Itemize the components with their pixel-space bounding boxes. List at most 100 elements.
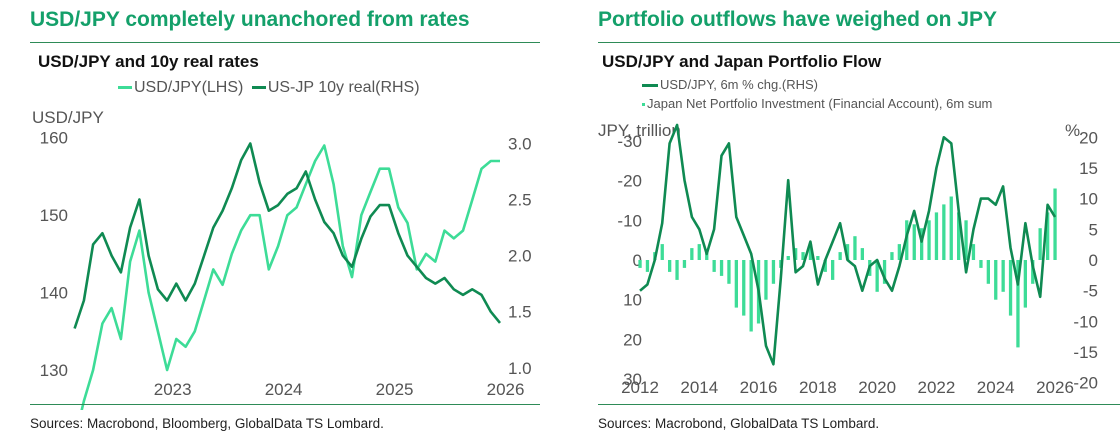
x-tick-label: 2026 <box>1036 378 1074 397</box>
legend-swatch-portfolio <box>642 103 645 107</box>
left-chart-plot: USD/JPY 160 150 140 130 3.0 2.5 2.0 1.5 1.0 2023 20… <box>32 108 532 410</box>
portfolio-flow-bar <box>1001 260 1005 292</box>
portfolio-flow-bar <box>1008 260 1013 316</box>
portfolio-flow-bar <box>934 212 939 260</box>
pct-y-tick-label: 10 <box>1079 190 1098 209</box>
portfolio-flow-bar <box>831 260 835 280</box>
portfolio-flow-bar <box>875 260 879 292</box>
left-y-tick-label: 130 <box>40 361 68 380</box>
portfolio-flow-bar <box>860 248 864 260</box>
left-y-tick-label: 150 <box>40 206 68 225</box>
portfolio-flow-bar <box>645 260 650 272</box>
left-bottom-rule <box>30 404 540 405</box>
left-y-tick-label: 160 <box>40 129 68 148</box>
right-top-rule <box>598 42 1120 43</box>
right-y-tick-label: 2.5 <box>508 191 532 210</box>
portfolio-flow-bar <box>1038 228 1042 260</box>
right-y-tick-label: 1.5 <box>508 303 532 322</box>
legend-swatch-real-rates <box>251 86 266 90</box>
portfolio-flow-bar <box>897 244 901 260</box>
x-tick-label: 2025 <box>376 380 414 399</box>
x-tick-label: 2024 <box>265 380 303 399</box>
portfolio-flow-bar <box>638 260 642 268</box>
right-right-axis-title: % <box>1065 121 1080 140</box>
portfolio-flow-bar <box>890 252 894 260</box>
series-line-usdjpy-6m-chg <box>639 123 1057 366</box>
portfolio-flow-bar <box>719 260 724 276</box>
x-tick-label: 2020 <box>858 378 896 397</box>
flow-y-tick-label: -20 <box>617 172 642 191</box>
pct-y-tick-label: -20 <box>1073 374 1098 393</box>
portfolio-flow-bar <box>675 260 679 280</box>
legend-label-usdjpy: USD/JPY(LHS) <box>134 79 244 96</box>
x-tick-label: 2014 <box>680 378 718 397</box>
flow-y-tick-label: 30 <box>623 370 642 389</box>
pct-y-tick-label: 0 <box>1089 251 1098 270</box>
portfolio-flow-bar <box>979 260 983 268</box>
right-y-tick-label: 3.0 <box>508 134 532 153</box>
portfolio-flow-bar <box>1053 188 1057 260</box>
portfolio-flow-bar <box>764 260 768 300</box>
right-left-axis-title: JPY, trillion <box>598 121 681 140</box>
x-tick-label: 2023 <box>154 380 192 399</box>
legend-label-real-rates: US-JP 10y real(RHS) <box>267 79 420 96</box>
legend-label-usdjpy-chg: USD/JPY, 6m % chg.(RHS) <box>660 77 818 92</box>
left-chart-panel: USD/JPY completely unanchored from rates… <box>30 8 540 431</box>
pct-y-tick-label: 5 <box>1089 220 1098 239</box>
x-tick-label: 2022 <box>918 378 956 397</box>
portfolio-flow-bar <box>771 260 776 284</box>
x-tick-label: 2012 <box>621 378 659 397</box>
portfolio-flow-bar <box>942 204 946 260</box>
right-chart-panel: Portfolio outflows have weighed on JPY U… <box>590 0 1120 442</box>
portfolio-flow-bar <box>712 260 716 272</box>
portfolio-flow-bar <box>794 248 798 260</box>
pct-y-tick-label: -15 <box>1073 343 1098 362</box>
portfolio-flow-bar <box>882 260 887 284</box>
right-chart-title: USD/JPY and Japan Portfolio Flow <box>602 52 882 71</box>
portfolio-flow-bar <box>705 252 709 260</box>
portfolio-flow-bar <box>912 224 916 260</box>
flow-y-tick-label: 0 <box>633 251 642 270</box>
portfolio-flow-bar <box>749 260 753 332</box>
portfolio-flow-bar <box>690 248 694 260</box>
portfolio-flow-bar <box>660 244 664 260</box>
pct-y-tick-label: -10 <box>1073 312 1098 331</box>
portfolio-flow-bar <box>786 256 790 260</box>
portfolio-flow-bar <box>1031 260 1035 284</box>
portfolio-flow-bar <box>964 220 968 260</box>
right-chart-plot: JPY, trillion % -30 -20 -10 0 10 20 30 20 15 10 5 0 -5… <box>598 121 1098 397</box>
right-bottom-rule <box>598 404 1120 405</box>
portfolio-flow-bar <box>927 220 931 260</box>
x-tick-label: 2026 <box>487 380 525 399</box>
legend-swatch-usdjpy <box>118 86 132 90</box>
portfolio-flow-bar <box>986 260 990 284</box>
portfolio-flow-bar <box>682 260 687 268</box>
pct-y-tick-label: 20 <box>1079 128 1098 147</box>
x-tick-label: 2024 <box>977 378 1015 397</box>
portfolio-flow-bar <box>727 260 731 284</box>
left-y-tick-label: 140 <box>40 284 68 303</box>
portfolio-flow-bar <box>697 244 701 260</box>
right-headline: Portfolio outflows have weighed on JPY <box>598 8 998 31</box>
portfolio-flow-bar <box>734 260 738 308</box>
flow-y-tick-label: 20 <box>623 330 642 349</box>
portfolio-flow-bar <box>801 252 805 260</box>
pct-y-tick-label: -5 <box>1083 282 1098 301</box>
portfolio-flow-bar <box>1046 212 1050 260</box>
flow-y-tick-label: -10 <box>617 211 642 230</box>
portfolio-flow-bar <box>853 236 857 260</box>
left-y-axis-title: USD/JPY <box>32 108 104 127</box>
right-y-tick-label: 2.0 <box>508 247 532 266</box>
legend-label-portfolio: Japan Net Portfolio Investment (Financia… <box>647 96 993 111</box>
portfolio-flow-bar <box>920 228 924 260</box>
series-line-usdjpy <box>80 144 500 410</box>
portfolio-flow-bar <box>957 212 961 260</box>
portfolio-flow-bar <box>949 196 953 260</box>
right-legend-portfolio: Japan Net Portfolio Investment (Financia… <box>642 96 992 111</box>
portfolio-flow-bar <box>816 256 820 260</box>
portfolio-flow-bar <box>823 260 827 272</box>
left-top-rule <box>30 42 540 43</box>
portfolio-flow-bar <box>1023 260 1027 308</box>
legend-swatch-usdjpy-chg <box>642 84 658 88</box>
right-source: Sources: Macrobond, GlobalData TS Lombar… <box>598 416 880 431</box>
